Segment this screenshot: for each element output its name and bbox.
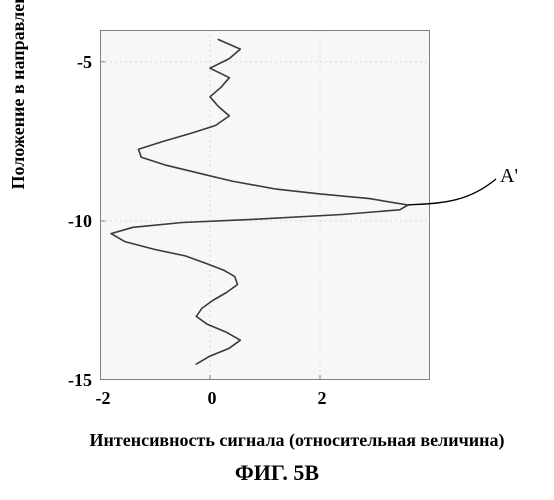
annotation-leader (0, 0, 554, 500)
figure: Положение в направлении глубины (мм) -5 … (0, 0, 554, 500)
figure-caption: ФИГ. 5B (0, 460, 554, 486)
